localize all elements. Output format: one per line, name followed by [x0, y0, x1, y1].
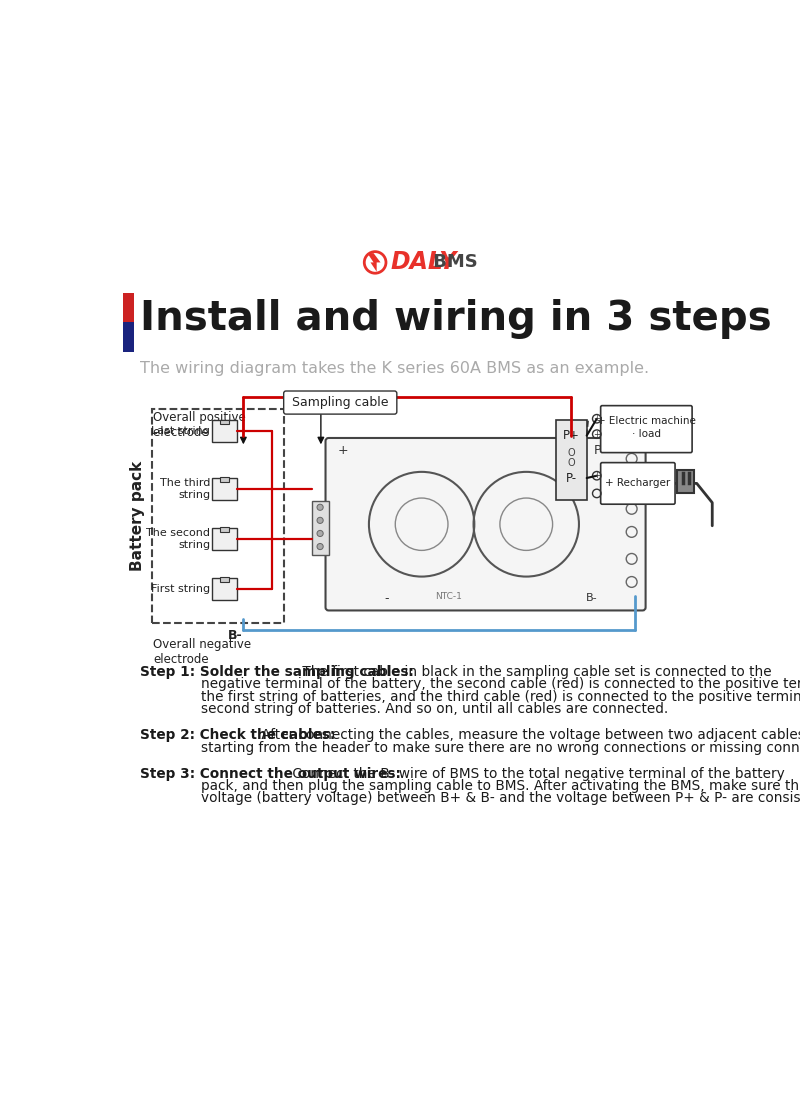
Text: second string of batteries. And so on, until all cables are connected.: second string of batteries. And so on, u… — [201, 703, 668, 716]
Text: The wiring diagram takes the K series 60A BMS as an example.: The wiring diagram takes the K series 60… — [140, 361, 650, 376]
Text: Battery pack: Battery pack — [130, 460, 146, 571]
Text: pack, and then plug the sampling cable to BMS. After activating the BMS, make su: pack, and then plug the sampling cable t… — [201, 779, 800, 794]
Bar — [152, 409, 284, 623]
Text: the first string of batteries, and the third cable (red) is connected to the pos: the first string of batteries, and the t… — [201, 689, 800, 704]
Text: + Recharger: + Recharger — [606, 479, 670, 489]
Text: The first cable in black in the sampling cable set is connected to the: The first cable in black in the sampling… — [298, 665, 771, 680]
FancyBboxPatch shape — [284, 391, 397, 414]
Text: P-: P- — [566, 471, 577, 484]
Text: -: - — [385, 592, 389, 605]
Text: Overall positive
electrode  B+: Overall positive electrode B+ — [154, 411, 246, 439]
Text: +: + — [594, 471, 600, 480]
Text: negative terminal of the battery, the second cable (red) is connected to the pos: negative terminal of the battery, the se… — [201, 677, 800, 692]
Text: Step 1: Solder the sampling cables:: Step 1: Solder the sampling cables: — [140, 665, 414, 680]
Bar — [677, 470, 694, 493]
Bar — [123, 294, 134, 322]
Text: +: + — [594, 414, 600, 423]
Bar — [220, 527, 230, 532]
FancyBboxPatch shape — [601, 463, 675, 504]
Text: Last string: Last string — [151, 426, 210, 436]
Bar — [556, 420, 586, 500]
Circle shape — [317, 504, 323, 511]
Circle shape — [317, 544, 323, 549]
Text: Step 3: Connect the output wires:: Step 3: Connect the output wires: — [140, 767, 401, 780]
Text: P-: P- — [594, 444, 606, 457]
Text: voltage (battery voltage) between B+ & B- and the voltage between P+ & P- are co: voltage (battery voltage) between B+ & B… — [201, 791, 800, 806]
FancyBboxPatch shape — [601, 406, 692, 453]
Circle shape — [317, 530, 323, 537]
Bar — [212, 528, 237, 549]
Text: +: + — [338, 444, 348, 457]
Text: BMS: BMS — [427, 253, 478, 272]
Text: Sampling cable: Sampling cable — [292, 396, 389, 409]
Text: P+: P+ — [562, 430, 580, 442]
Text: O: O — [567, 458, 575, 468]
Bar — [212, 478, 237, 500]
Text: · load: · load — [632, 430, 661, 439]
Circle shape — [317, 517, 323, 524]
Polygon shape — [367, 253, 381, 272]
Bar — [220, 578, 230, 582]
Text: O: O — [567, 447, 575, 458]
Text: The third
string: The third string — [160, 478, 210, 500]
Text: + Electric machine: + Electric machine — [597, 416, 696, 426]
Bar — [311, 501, 329, 555]
Text: +: + — [594, 430, 600, 438]
Text: The second
string: The second string — [146, 528, 210, 550]
Text: DALY: DALY — [390, 250, 457, 274]
Text: Step 2: Check the cables:: Step 2: Check the cables: — [140, 728, 335, 742]
FancyBboxPatch shape — [326, 438, 646, 610]
Text: B-: B- — [228, 629, 243, 642]
Text: NTC-1: NTC-1 — [435, 592, 462, 601]
Text: Overall negative
electrode: Overall negative electrode — [154, 638, 251, 666]
Bar — [220, 477, 230, 482]
Text: Connect the B- wire of BMS to the total negative terminal of the battery: Connect the B- wire of BMS to the total … — [288, 767, 785, 780]
Bar — [212, 578, 237, 600]
Text: B-: B- — [586, 593, 598, 603]
Text: First string: First string — [151, 584, 210, 594]
Bar — [212, 420, 237, 442]
Text: starting from the header to make sure there are no wrong connections or missing : starting from the header to make sure th… — [201, 741, 800, 754]
Bar — [220, 420, 230, 424]
Text: After connecting the cables, measure the voltage between two adjacent cables: After connecting the cables, measure the… — [258, 728, 800, 742]
Bar — [123, 322, 134, 352]
Text: Install and wiring in 3 steps: Install and wiring in 3 steps — [140, 299, 772, 340]
